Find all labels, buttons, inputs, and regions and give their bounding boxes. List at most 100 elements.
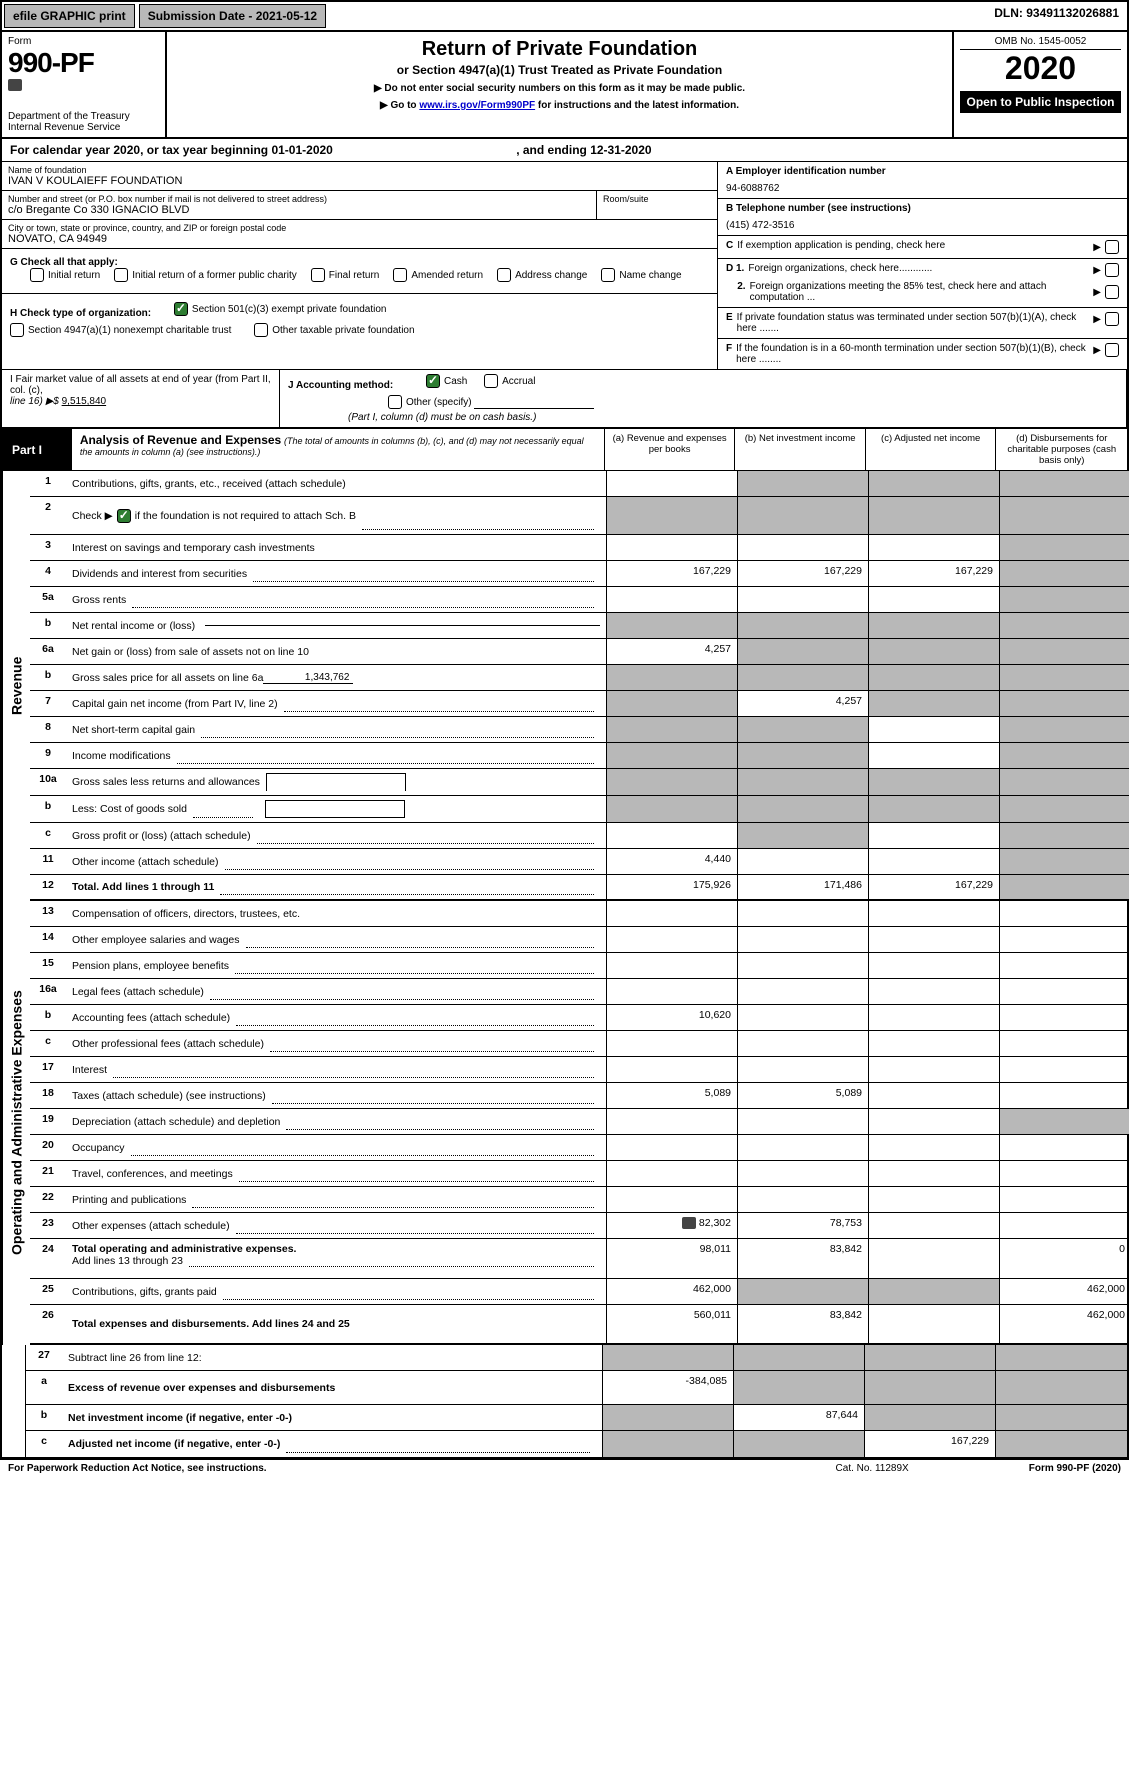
expenses-tab: Operating and Administrative Expenses xyxy=(2,901,30,1345)
expenses-section: Operating and Administrative Expenses 13… xyxy=(2,901,1127,1345)
header-left: Form 990-PF Department of the Treasury I… xyxy=(2,32,167,137)
name-change-checkbox[interactable] xyxy=(601,268,615,282)
row-12: 12 Total. Add lines 1 through 11 175,926… xyxy=(30,875,1129,901)
row-14: 14 Other employee salaries and wages xyxy=(30,927,1129,953)
row-26: 26 Total expenses and disbursements. Add… xyxy=(30,1305,1129,1345)
form-page: efile GRAPHIC print Submission Date - 20… xyxy=(0,0,1129,1459)
exemption-pending-cell: C If exemption application is pending, c… xyxy=(718,236,1127,259)
initial-return-checkbox[interactable] xyxy=(30,268,44,282)
foreign-org-checkbox[interactable] xyxy=(1105,263,1119,277)
accrual-checkbox[interactable] xyxy=(484,374,498,388)
irs-link[interactable]: www.irs.gov/Form990PF xyxy=(419,100,535,111)
submission-date-button[interactable]: Submission Date - 2021-05-12 xyxy=(139,4,326,28)
row-9: 9 Income modifications xyxy=(30,743,1129,769)
top-bar: efile GRAPHIC print Submission Date - 20… xyxy=(2,2,1127,32)
row-10a: 10a Gross sales less returns and allowan… xyxy=(30,769,1129,796)
revenue-section: Revenue 1 Contributions, gifts, grants, … xyxy=(2,471,1127,901)
cat-number: Cat. No. 11289X xyxy=(836,1463,909,1474)
part1-title-cell: Analysis of Revenue and Expenses (The to… xyxy=(72,429,605,470)
row-6b: b Gross sales price for all assets on li… xyxy=(30,665,1129,691)
subtract-section: 27 Subtract line 26 from line 12: a Exce… xyxy=(2,1345,1127,1457)
row-11: 11 Other income (attach schedule) 4,440 xyxy=(30,849,1129,875)
status-terminated-checkbox[interactable] xyxy=(1105,312,1119,326)
paperwork-notice: For Paperwork Reduction Act Notice, see … xyxy=(8,1463,267,1474)
row-8: 8 Net short-term capital gain xyxy=(30,717,1129,743)
tax-year: 2020 xyxy=(960,50,1121,87)
row-18: 18 Taxes (attach schedule) (see instruct… xyxy=(30,1083,1129,1109)
room-suite-cell: Room/suite xyxy=(597,191,717,219)
section-h: H Check type of organization: Section 50… xyxy=(2,294,717,348)
col-b-header: (b) Net investment income xyxy=(735,429,866,470)
row-15: 15 Pension plans, employee benefits xyxy=(30,953,1129,979)
form-subtitle: or Section 4947(a)(1) Trust Treated as P… xyxy=(177,63,942,77)
part1-label: Part I xyxy=(2,429,72,470)
form-header: Form 990-PF Department of the Treasury I… xyxy=(2,32,1127,139)
row-16c: c Other professional fees (attach schedu… xyxy=(30,1031,1129,1057)
row-27a: a Excess of revenue over expenses and di… xyxy=(26,1371,1127,1405)
col-d-header: (d) Disbursements for charitable purpose… xyxy=(996,429,1127,470)
ein-cell: A Employer identification number 94-6088… xyxy=(718,162,1127,199)
foreign-85-checkbox[interactable] xyxy=(1105,285,1119,299)
section-j: J Accounting method: Cash Accrual Other … xyxy=(280,370,1127,427)
form-footer-label: Form 990-PF (2020) xyxy=(1029,1463,1121,1474)
form-note-1: ▶ Do not enter social security numbers o… xyxy=(177,83,942,94)
address-change-checkbox[interactable] xyxy=(497,268,511,282)
other-method-checkbox[interactable] xyxy=(388,395,402,409)
open-to-public: Open to Public Inspection xyxy=(960,91,1121,113)
row-5a: 5a Gross rents xyxy=(30,587,1129,613)
form-number: 990-PF xyxy=(8,47,159,79)
501c3-checkbox[interactable] xyxy=(174,302,188,316)
city-cell: City or town, state or province, country… xyxy=(2,220,717,249)
row-5b: b Net rental income or (loss) xyxy=(30,613,1129,639)
omb-number: OMB No. 1545-0052 xyxy=(960,36,1121,50)
attachment-icon[interactable] xyxy=(682,1217,696,1229)
row-16a: 16a Legal fees (attach schedule) xyxy=(30,979,1129,1005)
row-3: 3 Interest on savings and temporary cash… xyxy=(30,535,1129,561)
col-c-header: (c) Adjusted net income xyxy=(866,429,997,470)
row-2: 2 Check ▶ if the foundation is not requi… xyxy=(30,497,1129,535)
row-24: 24 Total operating and administrative ex… xyxy=(30,1239,1129,1279)
4947a1-checkbox[interactable] xyxy=(10,323,24,337)
form-note-2: ▶ Go to www.irs.gov/Form990PF for instru… xyxy=(177,100,942,111)
form-title: Return of Private Foundation xyxy=(177,38,942,61)
dln-label: DLN: 93491132026881 xyxy=(986,2,1127,30)
phone-cell: B Telephone number (see instructions) (4… xyxy=(718,199,1127,236)
row-27: 27 Subtract line 26 from line 12: xyxy=(26,1345,1127,1371)
sch-b-checkbox[interactable] xyxy=(117,509,131,523)
col-a-header: (a) Revenue and expenses per books xyxy=(605,429,736,470)
department-label: Department of the Treasury Internal Reve… xyxy=(8,111,159,133)
row-27b: b Net investment income (if negative, en… xyxy=(26,1405,1127,1431)
status-terminated-cell: E If private foundation status was termi… xyxy=(718,308,1127,339)
efile-button[interactable]: efile GRAPHIC print xyxy=(4,4,135,28)
final-return-checkbox[interactable] xyxy=(311,268,325,282)
row-21: 21 Travel, conferences, and meetings xyxy=(30,1161,1129,1187)
row-22: 22 Printing and publications xyxy=(30,1187,1129,1213)
section-i: I Fair market value of all assets at end… xyxy=(2,370,280,427)
row-4: 4 Dividends and interest from securities… xyxy=(30,561,1129,587)
initial-return-former-checkbox[interactable] xyxy=(114,268,128,282)
row-6a: 6a Net gain or (loss) from sale of asset… xyxy=(30,639,1129,665)
i-j-row: I Fair market value of all assets at end… xyxy=(2,370,1127,429)
other-taxable-checkbox[interactable] xyxy=(254,323,268,337)
section-g: G Check all that apply: Initial return I… xyxy=(2,249,717,294)
row-13: 13 Compensation of officers, directors, … xyxy=(30,901,1129,927)
header-center: Return of Private Foundation or Section … xyxy=(167,32,952,137)
row-17: 17 Interest xyxy=(30,1057,1129,1083)
revenue-tab: Revenue xyxy=(2,471,30,901)
identification-block: Name of foundation IVAN V KOULAIEFF FOUN… xyxy=(2,162,1127,370)
60-month-checkbox[interactable] xyxy=(1105,343,1119,357)
address-cell: Number and street (or P.O. box number if… xyxy=(2,191,717,220)
row-27c: c Adjusted net income (if negative, ente… xyxy=(26,1431,1127,1457)
calendar-year-row: For calendar year 2020, or tax year begi… xyxy=(2,139,1127,162)
row-25: 25 Contributions, gifts, grants paid 462… xyxy=(30,1279,1129,1305)
row-20: 20 Occupancy xyxy=(30,1135,1129,1161)
form-label: Form xyxy=(8,36,159,47)
row-10b: b Less: Cost of goods sold xyxy=(30,796,1129,823)
header-right: OMB No. 1545-0052 2020 Open to Public In… xyxy=(952,32,1127,137)
amended-return-checkbox[interactable] xyxy=(393,268,407,282)
row-23: 23 Other expenses (attach schedule) 82,3… xyxy=(30,1213,1129,1239)
cash-checkbox[interactable] xyxy=(426,374,440,388)
row-1: 1 Contributions, gifts, grants, etc., re… xyxy=(30,471,1129,497)
exemption-pending-checkbox[interactable] xyxy=(1105,240,1119,254)
blank-tab xyxy=(2,1345,26,1457)
